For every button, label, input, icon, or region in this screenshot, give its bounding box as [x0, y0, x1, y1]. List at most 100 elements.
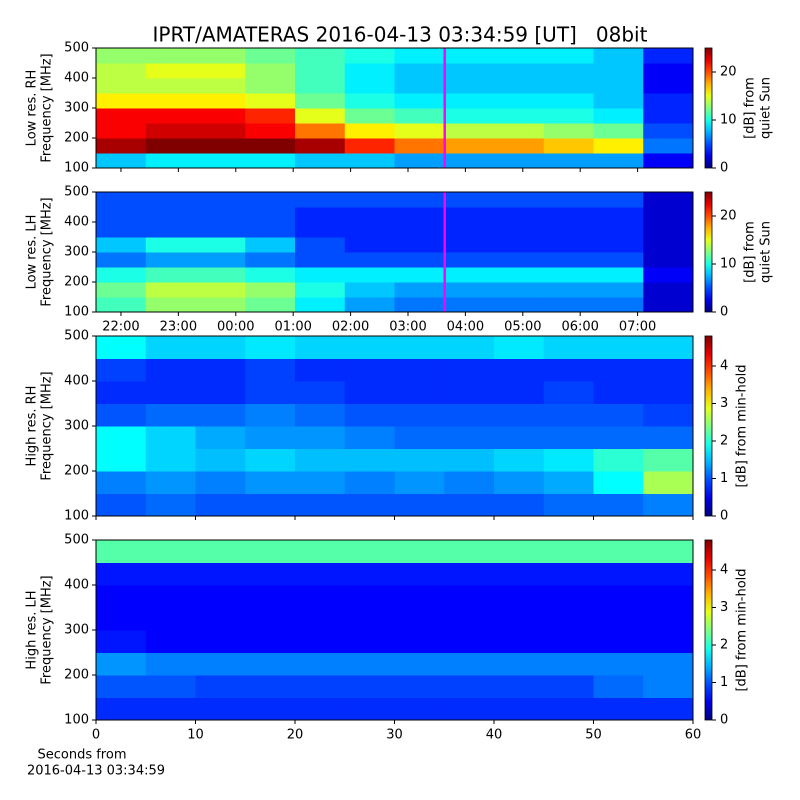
x-tick-label: 23:00	[160, 320, 197, 335]
heatmap-cell	[394, 123, 445, 139]
heatmap-cell	[145, 607, 196, 631]
heatmap-cell	[394, 237, 445, 253]
heatmap-cell	[344, 540, 395, 563]
heatmap-cell	[195, 562, 246, 586]
heatmap-cell	[195, 108, 246, 124]
heatmap-cell	[344, 153, 395, 169]
x-tick-label: 60	[685, 728, 702, 743]
heatmap-cell	[394, 562, 445, 586]
heatmap-cell	[145, 585, 196, 608]
x-axis-label: 2016-04-13 03:34:59	[27, 764, 165, 779]
heatmap-cell	[344, 108, 395, 124]
heatmap-cell	[543, 192, 594, 208]
heatmap-cell	[195, 123, 246, 139]
heatmap-cell	[96, 607, 147, 631]
heatmap-cell	[494, 252, 545, 268]
heatmap-cell	[593, 585, 644, 608]
heatmap-cell	[643, 562, 694, 586]
heatmap-cell	[494, 607, 545, 631]
heatmap-cell	[494, 48, 545, 64]
heatmap-cell	[643, 652, 694, 676]
heatmap-cell	[245, 426, 296, 449]
heatmap-cell	[494, 540, 545, 563]
heatmap-cell	[444, 207, 495, 223]
heatmap-cell	[295, 697, 346, 721]
heatmap-cell	[245, 471, 296, 494]
colorbar-tick-label: 1	[720, 675, 728, 690]
heatmap-cell	[295, 282, 346, 298]
heatmap-cell	[394, 78, 445, 94]
heatmap-cell	[245, 562, 296, 586]
heatmap-cell	[344, 675, 395, 698]
heatmap-cell	[593, 607, 644, 631]
heatmap-cell	[344, 267, 395, 283]
colorbar-label: quiet Sun	[759, 221, 774, 283]
heatmap-cell	[295, 78, 346, 94]
heatmap-cell	[543, 697, 594, 721]
heatmap-cell	[295, 471, 346, 494]
x-tick-label: 22:00	[102, 320, 139, 335]
heatmap-cell	[643, 252, 694, 268]
heatmap-cell	[245, 48, 296, 64]
heatmap-cell	[245, 153, 296, 169]
heatmap-cell	[145, 471, 196, 494]
heatmap-cell	[96, 123, 147, 139]
heatmap-cell	[543, 675, 594, 698]
heatmap-cell	[643, 697, 694, 721]
heatmap-cell	[394, 493, 445, 517]
heatmap-cell	[593, 697, 644, 721]
heatmap-cell	[145, 237, 196, 253]
heatmap-cell	[444, 237, 495, 253]
colorbar-tick-label: 20	[720, 65, 737, 80]
heatmap-cell	[344, 192, 395, 208]
heatmap-cell	[195, 403, 246, 427]
heatmap-cell	[195, 493, 246, 517]
heatmap-cell	[344, 222, 395, 238]
y-axis-label: Low res. RH	[25, 70, 40, 147]
heatmap-cell	[593, 297, 644, 313]
heatmap-cell	[444, 63, 495, 79]
heatmap-cell	[494, 282, 545, 298]
heatmap-cell	[145, 381, 196, 404]
heatmap-cell	[295, 252, 346, 268]
y-tick-label: 100	[64, 305, 89, 320]
heatmap-cell	[543, 585, 594, 608]
heatmap-cell	[543, 652, 594, 676]
heatmap-cell	[494, 93, 545, 109]
y-tick-label: 100	[64, 161, 89, 176]
heatmap-cell	[245, 336, 296, 359]
heatmap-cell	[444, 403, 495, 427]
heatmap-cell	[96, 585, 147, 608]
heatmap-cell	[295, 267, 346, 283]
heatmap-cell	[96, 108, 147, 124]
heatmap-cell	[394, 426, 445, 449]
heatmap-cell	[245, 252, 296, 268]
heatmap-cell	[195, 336, 246, 359]
heatmap-cell	[344, 297, 395, 313]
x-tick-label: 02:00	[332, 320, 369, 335]
heatmap-cell	[344, 93, 395, 109]
heatmap-cell	[394, 381, 445, 404]
heatmap-cell	[344, 403, 395, 427]
y-tick-label: 300	[64, 245, 89, 260]
heatmap-cell	[295, 207, 346, 223]
heatmap-cell	[593, 78, 644, 94]
heatmap-cell	[195, 297, 246, 313]
heatmap-cell	[96, 426, 147, 449]
heatmap-cell	[295, 358, 346, 382]
heatmap-cell	[643, 138, 694, 154]
heatmap-cell	[543, 237, 594, 253]
heatmap-cell	[245, 207, 296, 223]
heatmap-cell	[494, 237, 545, 253]
heatmap-cell	[543, 222, 594, 238]
heatmap-cell	[195, 675, 246, 698]
colorbar	[704, 191, 713, 313]
heatmap-cell	[245, 123, 296, 139]
heatmap-cell	[593, 93, 644, 109]
heatmap-cell	[643, 675, 694, 698]
heatmap-cell	[494, 267, 545, 283]
heatmap-cell	[643, 426, 694, 449]
heatmap-cell	[394, 358, 445, 382]
heatmap-cell	[96, 252, 147, 268]
heatmap-cell	[145, 252, 196, 268]
